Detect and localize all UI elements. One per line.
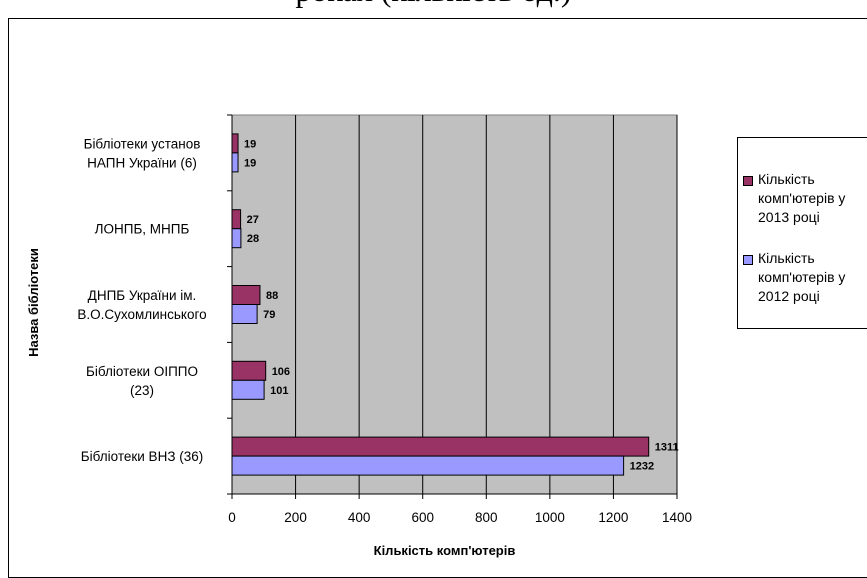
x-tick-label-1400: 1400 [662, 510, 692, 525]
bar-2013-cat-4 [231, 436, 650, 457]
category-label-1: ЛОНПБ, МНПБ [95, 222, 190, 237]
legend-swatch-2012 [743, 255, 753, 265]
y-axis-title: Назва бібліотеки [26, 248, 41, 357]
plot-background [231, 114, 678, 495]
legend-label-2013: Кількість комп'ютерів у 2013 році [758, 171, 846, 225]
bar-2012-cat-0 [231, 152, 239, 173]
x-tick-label-400: 400 [348, 510, 371, 525]
x-tick-label-600: 600 [411, 510, 434, 525]
category-label-3: Бібліотеки ОІППО (23) [86, 364, 198, 398]
legend-label-2012: Кількість комп'ютерів у 2012 році [758, 250, 846, 304]
bar-2013-cat-2 [231, 285, 261, 305]
category-label-2: ДНПБ України ім. В.О.Сухомлинського [77, 288, 206, 322]
legend-swatch-2013 [743, 176, 753, 186]
x-axis-title: Кількість комп'ютерів [374, 543, 516, 558]
bar-2013-cat-1 [231, 209, 242, 230]
data-label-2012-cat-1: 28 [247, 233, 259, 245]
data-label-2013-cat-4: 1311 [655, 442, 679, 454]
data-label-2013-cat-0: 19 [244, 138, 256, 150]
data-label-2012-cat-3: 101 [270, 385, 288, 397]
x-tick-label-1000: 1000 [535, 510, 565, 525]
category-label-0: Бібліотеки установ НАПН України (6) [84, 136, 201, 170]
bar-2012-cat-4 [231, 455, 625, 476]
data-label-2012-cat-4: 1232 [630, 461, 654, 473]
x-tick-label-1200: 1200 [598, 510, 628, 525]
x-tick-label-800: 800 [475, 510, 498, 525]
chart-title-fragment: роках (кількість од.) [0, 0, 867, 16]
plot-area [231, 114, 678, 495]
data-label-2012-cat-0: 19 [244, 157, 256, 169]
legend: Кількість комп'ютерів у 2013 році Кількі… [737, 137, 867, 329]
axes [227, 114, 678, 499]
category-label-4: Бібліотеки ВНЗ (36) [81, 449, 203, 464]
data-label-2012-cat-2: 79 [263, 309, 275, 321]
data-label-2013-cat-2: 88 [266, 290, 278, 302]
bar-2012-cat-2 [231, 304, 258, 324]
bar-2013-cat-3 [231, 360, 267, 381]
bar-2013-cat-0 [231, 133, 239, 154]
bar-2012-cat-3 [231, 379, 265, 400]
x-tick-label-0: 0 [228, 510, 236, 525]
data-label-2013-cat-3: 106 [272, 366, 290, 378]
labels: 19 19 Бібліотеки установ НАПН України (6) 27… [77, 136, 692, 525]
bar-2012-cat-1 [231, 228, 242, 249]
x-tick-label-200: 200 [284, 510, 307, 525]
data-label-2013-cat-1: 27 [247, 214, 259, 226]
